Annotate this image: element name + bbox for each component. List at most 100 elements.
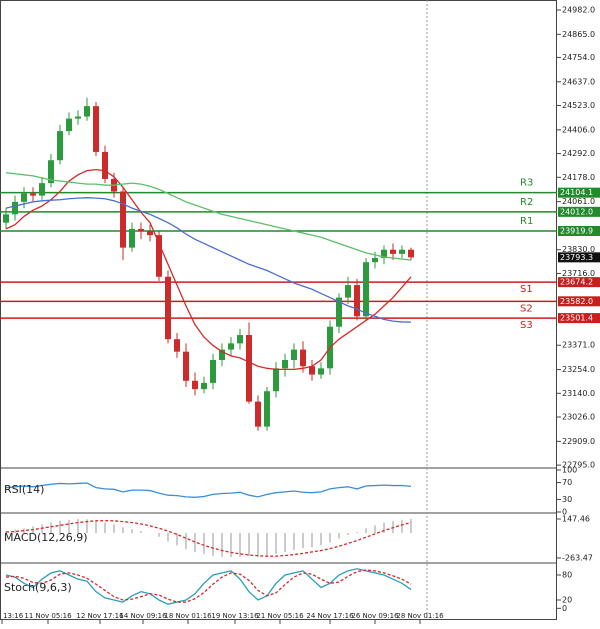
candle-body (12, 201, 18, 215)
y-tick-label: 70 (562, 478, 572, 487)
candle-body (228, 343, 234, 350)
candle-body (192, 380, 198, 390)
candle-body (129, 228, 135, 248)
y-tick-label: 24061.0 (562, 197, 595, 206)
x-tick-label: 24 Nov 17:16 (306, 612, 354, 620)
level-name: S3 (520, 320, 533, 331)
frame (0, 0, 557, 620)
panel-title: Stoch(9,6,3) (4, 581, 72, 594)
y-tick-label: 24754.0 (562, 53, 595, 62)
panel-title: MACD(12,26,9) (4, 531, 88, 544)
level-tag (558, 277, 600, 288)
candle-body (363, 262, 369, 317)
y-tick-label: 22795.0 (562, 461, 595, 470)
candle-body (300, 349, 306, 367)
stoch-line (5, 568, 412, 605)
stoch-line (5, 569, 412, 603)
candle-body (381, 249, 387, 259)
candle-body (408, 249, 414, 258)
candle-body (183, 351, 189, 381)
candle-body (237, 335, 243, 344)
y-tick-label: 22909.0 (562, 437, 595, 446)
y-tick-label: 24982.0 (562, 5, 595, 14)
candle-body (39, 183, 45, 196)
candle-body (165, 276, 171, 340)
x-tick-label: 18 Nov 01:16 (164, 612, 212, 620)
x-tick-label: 14 Nov 09:16 (119, 612, 167, 620)
candle-body (57, 131, 63, 161)
last-price: 23793.3 (560, 253, 593, 262)
level-tag (558, 187, 600, 198)
candle-body (174, 339, 180, 352)
level-tag (558, 313, 600, 324)
moving-average (5, 168, 412, 371)
y-tick-label: 100 (562, 466, 577, 475)
level-name: R3 (520, 178, 533, 189)
level-value: 23919.9 (560, 227, 593, 236)
candle-body (309, 366, 315, 375)
candle-body (102, 151, 108, 179)
candle-body (219, 349, 225, 360)
level-name: R1 (520, 216, 533, 227)
moving-average (5, 172, 412, 261)
level-tag (558, 296, 600, 307)
candle-body (84, 106, 90, 117)
candle-body (147, 230, 153, 236)
candle-body (336, 297, 342, 327)
candle-body (48, 160, 54, 184)
x-tick-label: 28 Nov 01:16 (396, 612, 444, 620)
y-tick-label: 24523.0 (562, 101, 595, 110)
y-tick-label: 147.46 (562, 514, 590, 523)
candle-body (246, 335, 252, 402)
candle-body (138, 228, 144, 231)
candle-body (210, 360, 216, 383)
panel-title: RSI(14) (4, 483, 44, 496)
x-tick-label: 26 Nov 09:16 (351, 612, 399, 620)
candle-body (93, 106, 99, 152)
candle-body (318, 368, 324, 375)
y-tick-label: 23254.0 (562, 365, 595, 374)
candle-body (30, 193, 36, 196)
y-tick-label: 0 (562, 508, 567, 517)
y-tick-label: 23140.0 (562, 389, 595, 398)
level-name: R2 (520, 197, 533, 208)
level-tag (558, 206, 600, 217)
x-tick-label: 21 Nov 05:16 (256, 612, 304, 620)
last-price-tag (558, 252, 600, 263)
x-tick-label: 12 Nov 17:16 (76, 612, 124, 620)
candle-body (201, 382, 207, 390)
y-tick-label: 23830.0 (562, 245, 595, 254)
candle-body (399, 249, 405, 254)
candle-body (264, 391, 270, 427)
y-tick-label: -263.47 (562, 553, 593, 562)
y-tick-label: 30 (562, 495, 572, 504)
y-tick-label: 0 (562, 604, 567, 613)
candle-body (21, 193, 27, 202)
candle-body (282, 360, 288, 369)
level-value: 24104.1 (560, 188, 593, 197)
candle-body (156, 235, 162, 277)
rsi-line (5, 482, 412, 498)
candle-body (75, 116, 81, 119)
candle-body (255, 401, 261, 427)
x-tick-label: 11 Nov 05:16 (24, 612, 72, 620)
candle-body (354, 285, 360, 317)
y-tick-label: 24637.0 (562, 77, 595, 86)
x-tick-label: 19 Nov 13:16 (211, 612, 259, 620)
y-tick-label: 80 (562, 571, 572, 580)
candle-body (66, 118, 72, 132)
y-tick-label: 24292.0 (562, 149, 595, 158)
level-value: 24012.0 (560, 207, 593, 216)
y-tick-label: 23026.0 (562, 413, 595, 422)
candle-body (3, 214, 9, 223)
moving-average (5, 197, 412, 323)
y-tick-label: 24865.0 (562, 30, 595, 39)
y-tick-label: 23716.0 (562, 269, 595, 278)
candle-body (120, 191, 126, 248)
y-tick-label: 24178.0 (562, 173, 595, 182)
level-name: S2 (520, 303, 533, 314)
signal-line (5, 519, 412, 557)
candle-body (390, 249, 396, 254)
level-name: S1 (520, 284, 533, 295)
